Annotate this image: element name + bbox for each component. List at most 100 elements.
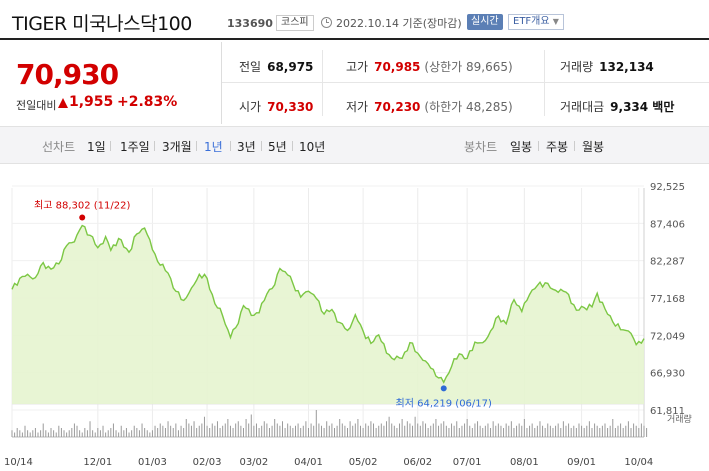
volume-bar — [276, 423, 278, 437]
volume-bar — [477, 421, 479, 437]
volume-bar — [76, 425, 78, 437]
volume-bar — [201, 423, 203, 437]
price-area-fill — [12, 225, 644, 404]
volume-bar — [284, 428, 286, 437]
volume-bar — [627, 421, 629, 437]
tab-daily-candle[interactable]: 일봉 — [510, 140, 533, 154]
volume-bar — [526, 428, 528, 437]
volume-bar — [334, 428, 336, 437]
tab-3m[interactable]: 3개월 — [162, 140, 192, 154]
volume-bar — [487, 423, 489, 437]
volume-bar — [638, 428, 640, 437]
volume-bar — [386, 421, 388, 437]
tab-1w[interactable]: 1주일 — [120, 140, 150, 154]
volume-bar — [492, 421, 494, 437]
tab-separator — [261, 141, 262, 151]
volume-bar — [305, 421, 307, 437]
volume-bar — [568, 423, 570, 437]
volume-bar — [360, 425, 362, 437]
tab-3y[interactable]: 3년 — [237, 140, 256, 154]
volume-bar — [344, 425, 346, 437]
stock-code: 133690 — [227, 17, 273, 30]
volume-bar — [188, 423, 190, 437]
volume-bar — [612, 419, 614, 437]
volume-bar — [373, 423, 375, 437]
y-tick-label: 72,049 — [650, 331, 685, 342]
volume-bar — [599, 428, 601, 437]
volume-bar — [281, 421, 283, 437]
volume-bar — [258, 428, 260, 437]
volume-bar — [133, 425, 135, 437]
volume-bar — [261, 425, 263, 437]
volume-bar — [131, 430, 133, 437]
volume-bar — [42, 423, 44, 437]
x-tick-label: 05/02 — [349, 457, 378, 468]
volume-bar — [219, 428, 221, 437]
volume-bar — [289, 425, 291, 437]
tab-weekly-candle[interactable]: 주봉 — [546, 140, 569, 154]
tab-separator — [574, 141, 575, 151]
volume-bar — [307, 428, 309, 437]
volume-bar — [203, 416, 205, 437]
stats-table: 전일 68,975 시가 70,330 고가 70,985 (상한가 89,665) 저… — [222, 42, 709, 124]
volume-bar — [622, 428, 624, 437]
volume-bar — [510, 421, 512, 437]
stat-amount: 거래대금 9,334 백만 — [560, 100, 675, 114]
volume-bar — [409, 423, 411, 437]
volume-bar — [240, 425, 242, 437]
volume-bar — [643, 425, 645, 437]
volume-bar — [422, 421, 424, 437]
volume-bar — [581, 425, 583, 437]
volume-bar — [141, 423, 143, 437]
volume-bar — [128, 432, 130, 437]
etf-overview-dropdown[interactable]: ETF개요 ▼ — [508, 14, 564, 30]
volume-bar — [573, 425, 575, 437]
volume-bar — [235, 423, 237, 437]
volume-bar — [63, 430, 65, 437]
tab-1y[interactable]: 1년 — [204, 140, 223, 154]
volume-bar — [479, 425, 481, 437]
tab-1d[interactable]: 1일 — [87, 140, 106, 154]
volume-bar — [544, 428, 546, 437]
volume-bar — [99, 430, 101, 437]
volume-bar — [471, 428, 473, 437]
stat-volume: 거래량 132,134 — [560, 60, 654, 74]
volume-bar — [229, 425, 231, 437]
tab-10y[interactable]: 10년 — [299, 140, 326, 154]
volume-bar — [534, 428, 536, 437]
volume-bar — [474, 423, 476, 437]
volume-bar — [45, 430, 47, 437]
volume-bar — [357, 419, 359, 437]
volume-bar — [115, 430, 117, 437]
volume-bar — [427, 428, 429, 437]
volume-bar — [271, 425, 273, 437]
y-tick-label: 77,168 — [650, 294, 685, 305]
volume-bar — [71, 428, 73, 437]
volume-bar — [37, 432, 39, 437]
volume-bar — [508, 425, 510, 437]
volume-bar — [16, 428, 18, 437]
volume-bar — [237, 421, 239, 437]
volume-bar — [630, 428, 632, 437]
low-marker — [440, 385, 447, 392]
volume-bar — [11, 430, 13, 437]
volume-bar — [614, 428, 616, 437]
volume-bar — [518, 423, 520, 437]
volume-bar — [180, 425, 182, 437]
volume-bar — [380, 423, 382, 437]
volume-bar — [84, 428, 86, 437]
volume-bar — [617, 425, 619, 437]
volume-bar — [412, 425, 414, 437]
x-tick-label: 03/02 — [239, 457, 268, 468]
tab-5y[interactable]: 5년 — [268, 140, 287, 154]
volume-bar — [419, 425, 421, 437]
realtime-button[interactable]: 실시간 — [467, 14, 503, 30]
volume-bar — [157, 428, 159, 437]
volume-bar — [596, 425, 598, 437]
volume-bar — [347, 428, 349, 437]
volume-bar — [190, 425, 192, 437]
volume-bar — [151, 430, 153, 437]
tab-monthly-candle[interactable]: 월봉 — [582, 140, 605, 154]
volume-bar — [164, 428, 166, 437]
volume-bar — [466, 419, 468, 437]
